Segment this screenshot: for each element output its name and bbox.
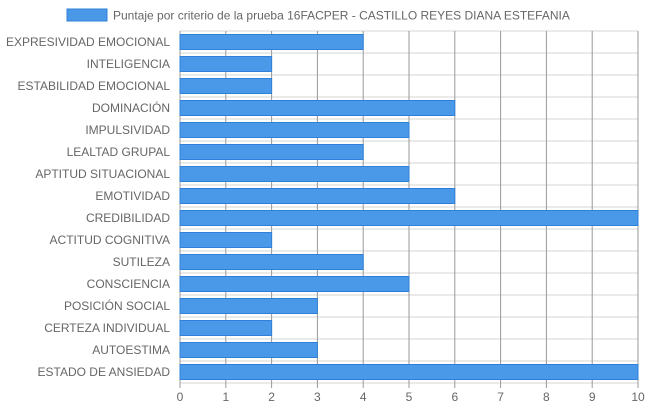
x-tick-label: 7: [497, 390, 504, 404]
x-axis-tick-labels: 0 1 2 3 4 5 6 7 8 9 10: [177, 390, 645, 404]
category-label: EMOTIVIDAD: [95, 189, 170, 203]
x-tick-label: 1: [222, 390, 229, 404]
bar[interactable]: [179, 298, 318, 314]
bar[interactable]: [179, 364, 639, 380]
category-label: EXPRESIVIDAD EMOCIONAL: [6, 35, 170, 49]
bar[interactable]: [179, 210, 639, 226]
bar[interactable]: [179, 144, 364, 160]
bar[interactable]: [179, 100, 456, 116]
category-label: ACTITUD COGNITIVA: [50, 233, 170, 247]
bar[interactable]: [179, 166, 410, 182]
chart-legend[interactable]: Puntaje por criterio de la prueba 16FACP…: [66, 8, 570, 23]
category-label: DOMINACIÓN: [92, 100, 170, 115]
category-label: APTITUD SITUACIONAL: [35, 167, 170, 181]
category-label: CERTEZA INDIVIDUAL: [44, 321, 170, 335]
bar[interactable]: [179, 188, 456, 204]
bar[interactable]: [179, 254, 364, 270]
x-tick-label: 10: [631, 390, 645, 404]
bar[interactable]: [179, 56, 273, 72]
grid-lines: [179, 30, 639, 388]
bars-group: [179, 34, 639, 380]
category-label: LEALTAD GRUPAL: [67, 145, 171, 159]
x-tick-label: 6: [451, 390, 458, 404]
legend-swatch[interactable]: [66, 8, 108, 22]
x-tick-label: 0: [177, 390, 184, 404]
x-tick-label: 5: [406, 390, 413, 404]
category-label: CONSCIENCIA: [87, 277, 170, 291]
bar[interactable]: [179, 276, 410, 292]
x-tick-label: 2: [268, 390, 275, 404]
x-tick-label: 8: [543, 390, 550, 404]
category-label: AUTOESTIMA: [92, 343, 170, 357]
bar[interactable]: [179, 320, 273, 336]
bar[interactable]: [179, 232, 273, 248]
category-label: ESTABILIDAD EMOCIONAL: [18, 79, 171, 93]
bar[interactable]: [179, 342, 318, 358]
category-label: IMPULSIVIDAD: [85, 123, 170, 137]
category-label: SUTILEZA: [113, 255, 170, 269]
category-label: INTELIGENCIA: [87, 57, 170, 71]
x-tick-label: 9: [589, 390, 596, 404]
bar[interactable]: [179, 34, 364, 50]
x-tick-label: 4: [360, 390, 367, 404]
bar[interactable]: [179, 78, 273, 94]
bar[interactable]: [179, 122, 410, 138]
category-labels: EXPRESIVIDAD EMOCIONAL INTELIGENCIA ESTABI…: [6, 35, 170, 379]
x-tick-label: 3: [314, 390, 321, 404]
legend-label[interactable]: Puntaje por criterio de la prueba 16FACP…: [113, 9, 570, 23]
category-label: CREDIBILIDAD: [86, 211, 170, 225]
category-label: ESTADO DE ANSIEDAD: [38, 365, 171, 379]
category-label: POSICIÓN SOCIAL: [64, 298, 170, 313]
